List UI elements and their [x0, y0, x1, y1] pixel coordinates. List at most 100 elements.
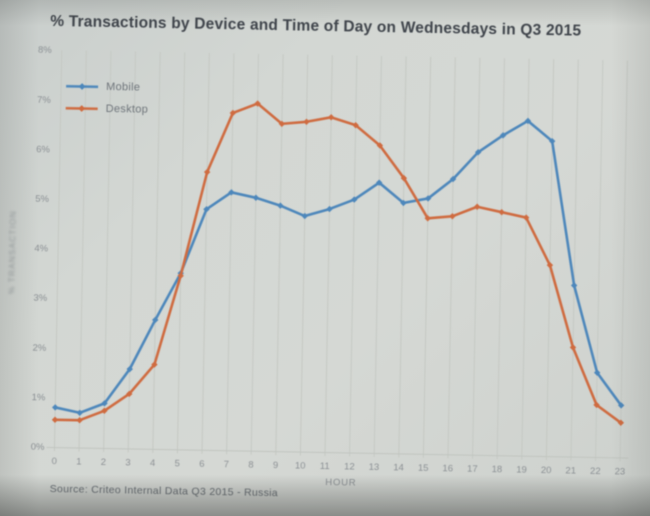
gridline	[422, 56, 432, 458]
x-tick-label: 12	[344, 461, 355, 472]
data-point-marker	[449, 175, 457, 183]
gridline	[78, 50, 87, 452]
data-point-marker	[301, 212, 308, 220]
gridline	[324, 55, 333, 457]
x-tick-label: 2	[101, 457, 106, 468]
data-point-marker	[151, 361, 158, 368]
y-tick-label: 2%	[32, 342, 46, 353]
gridline	[349, 55, 358, 457]
gridline	[53, 50, 63, 452]
data-point-marker	[400, 199, 407, 207]
data-point-marker	[303, 118, 310, 125]
legend-item-desktop: Desktop	[65, 101, 149, 117]
gridline	[545, 59, 555, 461]
data-point-marker	[203, 206, 210, 213]
desktop-line-swatch-icon	[65, 105, 98, 112]
data-point-marker	[326, 205, 333, 213]
x-tick-label: 14	[393, 462, 404, 473]
x-tick-label: 23	[615, 466, 626, 477]
x-tick-label: 8	[248, 460, 253, 471]
legend-item-mobile: Mobile	[65, 79, 149, 95]
data-point-marker	[76, 409, 83, 417]
gridline	[103, 51, 112, 452]
gridline	[275, 54, 284, 456]
data-point-marker	[524, 117, 532, 125]
gridline	[496, 58, 505, 460]
data-point-marker	[449, 213, 456, 220]
x-tick-label: 11	[320, 461, 330, 472]
x-axis-line	[46, 446, 629, 459]
x-tick-label: 7	[224, 459, 229, 470]
data-point-marker	[593, 401, 600, 409]
data-point-marker	[52, 404, 59, 411]
x-tick-label: 13	[369, 462, 380, 473]
data-point-marker	[548, 137, 556, 145]
data-point-marker	[375, 179, 383, 186]
legend-swatch-marker	[78, 83, 86, 90]
data-point-marker	[252, 194, 260, 201]
x-tick-label: 21	[565, 465, 576, 476]
data-point-marker	[593, 369, 601, 376]
data-point-marker	[203, 168, 211, 176]
data-point-marker	[499, 132, 507, 139]
mobile-line-swatch-icon	[66, 83, 99, 90]
x-tick-label: 10	[295, 460, 306, 471]
data-point-marker	[617, 419, 625, 426]
gridline	[619, 60, 628, 462]
data-point-marker	[400, 174, 408, 182]
x-tick-label: 16	[442, 463, 453, 474]
data-point-marker	[277, 202, 284, 209]
data-point-marker	[546, 261, 554, 269]
data-point-marker	[351, 196, 358, 203]
data-point-marker	[254, 100, 261, 107]
x-tick-label: 22	[590, 466, 601, 477]
series-line-desktop	[53, 102, 623, 425]
legend-label-mobile: Mobile	[105, 80, 141, 94]
data-point-marker	[101, 407, 108, 414]
x-tick-label: 5	[174, 458, 179, 469]
x-tick-label: 17	[467, 464, 478, 475]
x-tick-label: 18	[492, 464, 503, 475]
gridline	[472, 57, 481, 459]
data-point-marker	[617, 402, 625, 409]
series-line-mobile	[53, 119, 623, 415]
gridline	[373, 55, 383, 457]
data-point-marker	[473, 203, 481, 210]
x-tick-label: 4	[150, 458, 155, 469]
x-tick-label: 20	[541, 465, 552, 476]
data-point-marker	[327, 114, 335, 121]
data-point-marker	[126, 365, 133, 373]
legend: Mobile Desktop	[64, 79, 148, 125]
data-point-marker	[498, 208, 505, 216]
data-point-marker	[376, 142, 384, 149]
gridline	[226, 53, 235, 455]
gridline	[570, 59, 579, 461]
y-tick-label: 5%	[35, 194, 49, 205]
data-point-marker	[126, 390, 133, 398]
data-point-marker	[152, 316, 159, 324]
data-point-marker	[229, 109, 237, 117]
y-tick-label: 7%	[37, 94, 51, 105]
gridline	[152, 51, 161, 453]
data-point-marker	[101, 400, 108, 407]
data-point-marker	[352, 121, 359, 129]
y-tick-label: 8%	[38, 45, 52, 56]
gridline	[176, 52, 186, 454]
legend-label-desktop: Desktop	[105, 102, 149, 116]
data-point-marker	[51, 416, 59, 423]
gridline	[595, 60, 604, 462]
x-tick-label: 0	[51, 456, 56, 467]
gridline	[201, 52, 210, 454]
x-tick-label: 19	[516, 465, 527, 476]
y-tick-label: 4%	[34, 243, 48, 254]
gridline	[127, 51, 137, 453]
data-point-marker	[424, 195, 432, 202]
x-axis-title: HOUR	[325, 477, 357, 489]
data-point-marker	[228, 189, 235, 196]
legend-swatch-marker	[78, 105, 86, 112]
x-tick-label: 1	[76, 456, 81, 467]
x-tick-label: 6	[199, 459, 204, 470]
y-tick-label: 0%	[31, 442, 45, 453]
y-tick-label: 1%	[32, 392, 46, 403]
